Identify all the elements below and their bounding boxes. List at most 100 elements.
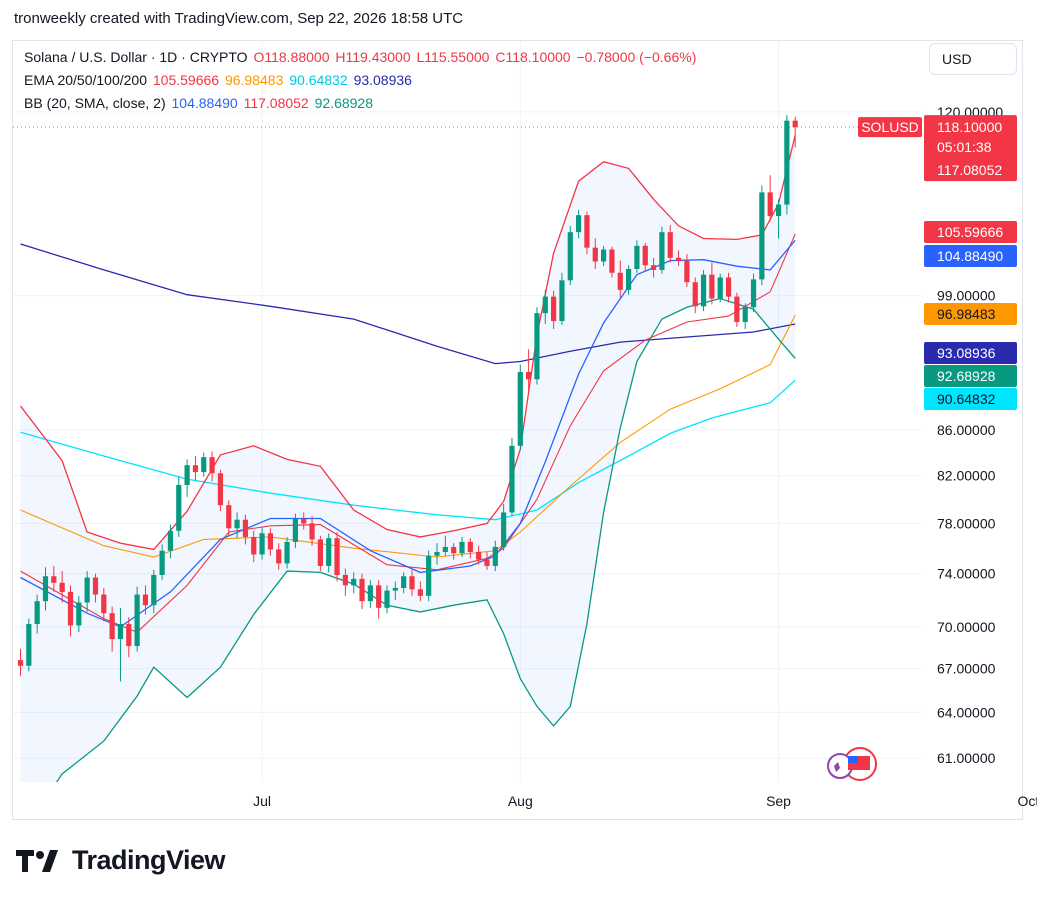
candle-body — [759, 192, 765, 280]
y-tick-label: 61.00000 — [937, 750, 996, 766]
candle-body — [317, 539, 323, 566]
candle-body — [725, 277, 732, 297]
candle-body — [167, 530, 174, 551]
candle-body — [26, 624, 32, 666]
indicator-price-label — [924, 245, 1017, 267]
y-tick-label: 99.00000 — [937, 288, 996, 304]
candle-body — [101, 594, 107, 614]
candle-body — [634, 245, 640, 269]
candle-body — [67, 591, 74, 626]
candle-body — [84, 577, 90, 603]
candle-body — [742, 307, 748, 323]
candle-body — [784, 120, 790, 205]
ema50-value: 96.98483 — [224, 72, 284, 88]
y-tick-label: 86.00000 — [937, 422, 996, 438]
candle-body — [484, 559, 490, 566]
legend-symbol[interactable]: Solana / U.S. Dollar · 1D · CRYPTO — [24, 49, 248, 65]
indicator-price-text: 96.98483 — [937, 306, 996, 322]
candle-body — [775, 204, 782, 217]
last-price-text: 118.10000 — [937, 119, 1002, 135]
candle-body — [376, 585, 382, 608]
candle-body — [217, 473, 224, 506]
candle-body — [384, 590, 390, 608]
candle-body — [592, 247, 598, 262]
bb-lower-line — [55, 297, 796, 782]
x-tick-label: Oct — [1018, 793, 1037, 809]
y-tick-label: 67.00000 — [937, 661, 996, 677]
legend-ema[interactable]: EMA 20/50/100/200 105.59666 96.98483 90.… — [24, 72, 414, 88]
currency-button[interactable]: USD — [929, 43, 1017, 75]
candle-body — [34, 601, 40, 625]
flag-badge-icon — [827, 747, 877, 781]
candle-body — [409, 576, 415, 590]
candle-body — [234, 519, 240, 529]
y-tick-label: 70.00000 — [937, 619, 996, 635]
candle-body — [359, 578, 365, 602]
indicator-price-label — [924, 303, 1017, 325]
candle-body — [717, 277, 723, 299]
chart-frame — [12, 40, 1023, 820]
candle-body — [301, 518, 307, 524]
indicator-price-text: 104.88490 — [937, 248, 1003, 264]
candle-body — [401, 576, 407, 588]
ema50-line — [20, 314, 796, 558]
indicator-price-label — [924, 221, 1017, 243]
candle-body — [92, 577, 99, 595]
indicator-price-label — [924, 342, 1017, 364]
candle-body — [526, 371, 532, 380]
legend-change: −0.78000 (−0.66%) — [576, 49, 697, 65]
ema100-line — [20, 379, 796, 521]
candle-body — [126, 624, 132, 647]
candle-body — [617, 272, 623, 290]
candle-body — [151, 574, 157, 606]
candle-body — [76, 602, 82, 626]
bb-lower-value: 92.68928 — [314, 95, 374, 111]
legend-bb[interactable]: BB (20, SMA, close, 2) 104.88490 117.080… — [24, 95, 375, 111]
candle-body — [650, 265, 657, 270]
bb-upper-line — [19, 135, 796, 551]
symbol-tag-text: SOLUSD — [861, 119, 919, 135]
candle-body — [434, 551, 440, 556]
candle-body — [142, 594, 149, 606]
candle-body — [392, 587, 398, 591]
candle-body — [684, 260, 690, 283]
candle-body — [542, 296, 548, 314]
candle-body — [159, 550, 165, 575]
symbol-tag — [858, 117, 922, 138]
bb-fill — [20, 135, 796, 782]
candle-body — [209, 457, 215, 474]
brand-name: TradingView — [72, 845, 226, 875]
candle-body — [551, 296, 557, 322]
candle-body — [334, 538, 340, 575]
ema-label: EMA 20/50/100/200 — [24, 72, 147, 88]
legend-close: C118.10000 — [495, 49, 571, 65]
candle-body — [476, 551, 482, 560]
candle-body — [792, 120, 798, 128]
candle-body — [709, 274, 715, 299]
candle-body — [192, 465, 199, 473]
legend-high: H119.43000 — [335, 49, 411, 65]
candle-body — [201, 457, 207, 473]
candle-body — [367, 585, 373, 602]
candle-body — [734, 296, 740, 323]
candle-body — [501, 512, 507, 547]
candle-body — [251, 536, 257, 555]
y-tick-label: 78.00000 — [937, 515, 996, 531]
candle-body — [276, 549, 282, 564]
candle-body — [576, 215, 582, 233]
candle-body — [426, 555, 432, 596]
indicator-price-text: 90.64832 — [937, 391, 996, 407]
y-tick-label: 64.00000 — [937, 704, 996, 720]
candle-body — [659, 232, 665, 270]
countdown-text: 05:01:38 — [937, 139, 992, 155]
tradingview-logo-icon — [16, 849, 58, 872]
candle-body — [459, 541, 465, 554]
candle-body — [326, 538, 332, 566]
indicator-price-label — [924, 388, 1017, 410]
star-mark — [834, 762, 840, 772]
candle-body — [184, 465, 190, 485]
ema20-value: 105.59666 — [152, 72, 220, 88]
indicator-price-text: 92.68928 — [937, 368, 996, 384]
candle-body — [642, 245, 648, 266]
